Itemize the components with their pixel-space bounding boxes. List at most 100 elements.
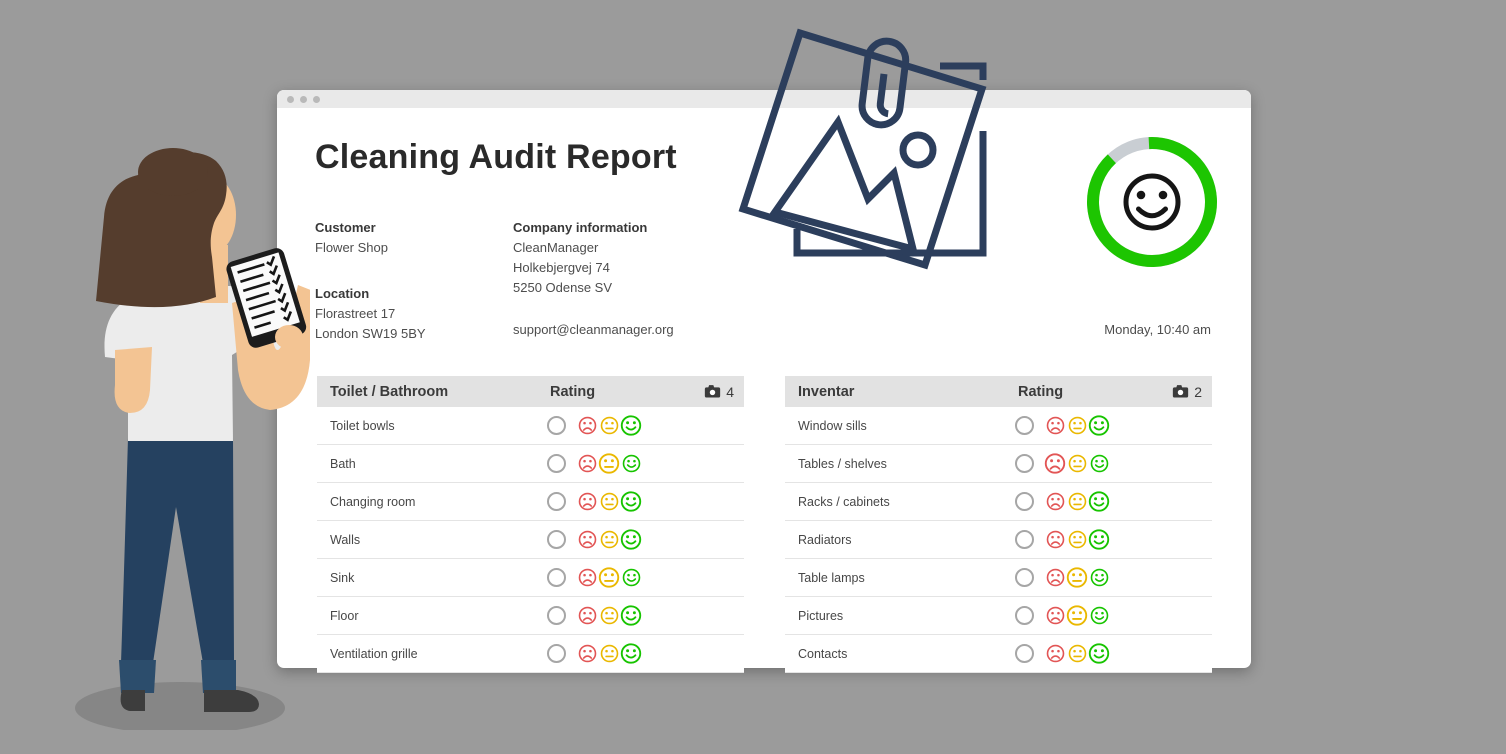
radio-circle-icon[interactable] [547,492,566,511]
table-row: Tables / shelves [785,445,1212,483]
neutral-smiley-icon[interactable] [598,602,620,629]
sad-smiley-icon[interactable] [1044,488,1066,515]
table-row: Sink [317,559,744,597]
neutral-smiley-icon[interactable] [1066,450,1088,477]
happy-smiley-icon[interactable] [620,488,642,515]
paperclip-icon [858,37,910,129]
neutral-smiley-icon[interactable] [1066,564,1088,591]
sad-smiley-icon[interactable] [576,602,598,629]
sad-smiley-icon[interactable] [1044,450,1066,477]
table-row: Ventilation grille [317,635,744,673]
rating-group [547,407,642,444]
radio-circle-icon[interactable] [1015,454,1034,473]
neutral-smiley-icon[interactable] [598,564,620,591]
neutral-smiley-icon[interactable] [598,450,620,477]
table-row: Radiators [785,521,1212,559]
happy-smiley-icon[interactable] [620,564,642,591]
happy-smiley-icon[interactable] [1088,526,1110,553]
happy-smiley-icon[interactable] [620,640,642,667]
window-control-dot[interactable] [287,95,294,103]
radio-circle-icon[interactable] [1015,606,1034,625]
sad-smiley-icon[interactable] [1044,602,1066,629]
neutral-smiley-icon[interactable] [598,526,620,553]
window-control-dot[interactable] [313,95,320,103]
sad-smiley-icon[interactable] [576,564,598,591]
radio-circle-icon[interactable] [1015,568,1034,587]
neutral-smiley-icon[interactable] [1066,412,1088,439]
support-email[interactable]: support@cleanmanager.org [513,322,674,337]
sad-smiley-icon[interactable] [576,488,598,515]
radio-circle-icon[interactable] [547,416,566,435]
neutral-smiley-icon[interactable] [1066,488,1088,515]
radio-circle-icon[interactable] [1015,530,1034,549]
happy-smiley-icon[interactable] [620,526,642,553]
radio-circle-icon[interactable] [547,606,566,625]
customer-name: Flower Shop [315,240,388,255]
browser-window: Cleaning Audit Report Customer Flower Sh… [277,90,1251,673]
mountain-icon [769,114,918,254]
row-label: Bath [330,456,356,471]
photo-count-badge[interactable]: 4 [704,384,734,400]
customer-address1: Florastreet 17 [315,306,396,321]
radio-circle-icon[interactable] [1015,492,1034,511]
radio-circle-icon[interactable] [547,454,566,473]
happy-smiley-icon[interactable] [1088,450,1110,477]
happy-smiley-icon[interactable] [1088,488,1110,515]
table-title: Inventar [798,383,855,400]
neutral-smiley-icon[interactable] [1066,526,1088,553]
radio-circle-icon[interactable] [547,530,566,549]
row-label: Tables / shelves [798,456,887,471]
rating-group [547,559,642,596]
table-row: Toilet bowls [317,407,744,445]
happy-smiley-icon[interactable] [620,412,642,439]
sad-smiley-icon[interactable] [576,450,598,477]
location-label: Location [315,286,370,301]
sad-smiley-icon[interactable] [1044,412,1066,439]
neutral-smiley-icon[interactable] [598,488,620,515]
radio-circle-icon[interactable] [547,644,566,663]
table-row: Bath [317,445,744,483]
row-label: Contacts [798,646,848,661]
neutral-smiley-icon[interactable] [1066,602,1088,629]
table-row: Walls [317,521,744,559]
neutral-smiley-icon[interactable] [598,640,620,667]
photo-count: 4 [726,383,734,400]
company-name: CleanManager [513,240,599,255]
table-row: Racks / cabinets [785,483,1212,521]
radio-circle-icon[interactable] [1015,644,1034,663]
smiley-face-icon [1123,173,1181,231]
row-label: Racks / cabinets [798,494,890,509]
radio-circle-icon[interactable] [547,568,566,587]
sad-smiley-icon[interactable] [1044,526,1066,553]
camera-icon [1173,385,1189,398]
rating-group [547,635,642,672]
happy-smiley-icon[interactable] [1088,602,1110,629]
sad-smiley-icon[interactable] [576,526,598,553]
happy-smiley-icon[interactable] [620,602,642,629]
report-datetime: Monday, 10:40 am [1104,322,1211,337]
table-row: Table lamps [785,559,1212,597]
neutral-smiley-icon[interactable] [598,412,620,439]
sad-smiley-icon[interactable] [576,412,598,439]
happy-smiley-icon[interactable] [1088,412,1110,439]
sad-smiley-icon[interactable] [576,640,598,667]
row-label: Sink [330,570,355,585]
sun-icon [899,131,937,169]
happy-smiley-icon[interactable] [1088,564,1110,591]
rating-group [547,521,642,558]
window-control-dot[interactable] [300,95,307,103]
table-row: Window sills [785,407,1212,445]
company-info-block: Company information CleanManager Holkebj… [513,218,647,298]
happy-smiley-icon[interactable] [620,450,642,477]
sad-smiley-icon[interactable] [1044,640,1066,667]
happy-smiley-icon[interactable] [1088,640,1110,667]
rating-group [1015,559,1110,596]
neutral-smiley-icon[interactable] [1066,640,1088,667]
company-label: Company information [513,220,648,235]
photo-attachment-illustration [738,28,987,270]
sad-smiley-icon[interactable] [1044,564,1066,591]
hand [275,325,303,349]
photo-count-badge[interactable]: 2 [1172,384,1202,400]
radio-circle-icon[interactable] [1015,416,1034,435]
